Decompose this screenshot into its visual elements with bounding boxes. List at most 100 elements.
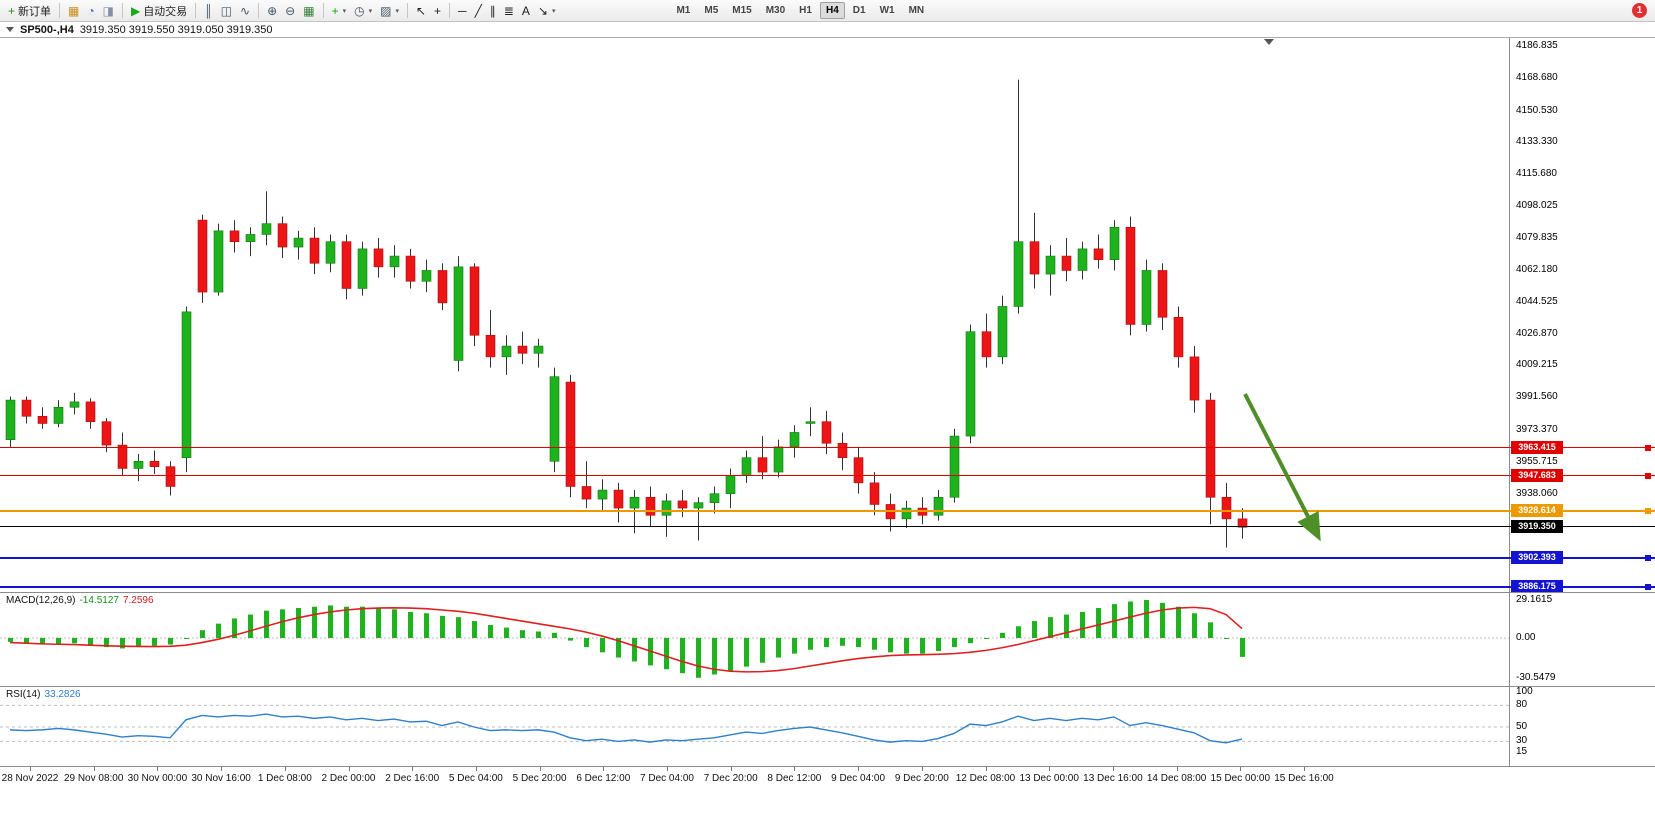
resistance-line-1[interactable] [0,447,1655,448]
time-axis-tick [603,767,605,771]
time-axis-tick [730,767,732,771]
price-axis-tick: 4026.870 [1516,327,1558,339]
time-axis-label: 8 Dec 12:00 [767,773,822,784]
price-axis-tick: 3991.560 [1516,391,1558,403]
text-icon: A [521,3,530,18]
timeframe-mn-button[interactable]: MN [908,5,925,16]
time-axis-tick [412,767,414,771]
rsi-axis-tick: 50 [1516,721,1528,732]
price-axis-tick: 4044.525 [1516,295,1558,307]
crosshair-button[interactable]: + [430,2,445,20]
channel-button[interactable]: ∥ [486,2,500,20]
indicators-button[interactable]: + ▾ [328,2,351,20]
support-line-blue-2[interactable] [0,586,1655,588]
price-axis[interactable]: 4186.835 4168.680 4150.530 4133.330 4115.680… [1509,38,1655,592]
timeframe-m15-button[interactable]: M15 [732,5,752,16]
rsi-panel[interactable]: 100 80 50 30 15 RSI(14) 33.2826 [0,686,1655,766]
time-axis-label: 15 Dec 16:00 [1274,773,1334,784]
time-axis-label: 7 Dec 20:00 [703,773,758,784]
macd-panel[interactable]: 29.1615 0.00 -30.5479 MACD(12,26,9) -14.512… [0,592,1655,686]
timeframe-w1-button[interactable]: W1 [879,5,895,16]
price-axis-tick: 3938.060 [1516,487,1558,499]
fibonacci-button[interactable]: ≣ [500,2,518,20]
time-axis-tick [348,767,350,771]
timeframe-m30-button[interactable]: M30 [765,5,786,16]
new-order-button[interactable]: + 新订单 [4,2,55,20]
toolbar: + 新订单 ▦ ◔ ◨ ▶ 自动交易 ║ ◫ ∿ ⊕ ⊖ ▦ + ▾ ◷ ▾ ▨ ▾ ↖ + ─ ╱ ∥ ≣ A ↘ ▾ M1 M5 M1… [0,0,1655,22]
terminal-button[interactable]: ◨ [99,2,118,20]
candlestick-chart-area[interactable]: 4186.835 4168.680 4150.530 4133.330 4115.680… [0,37,1655,592]
resistance-line-2-handle[interactable] [1645,473,1651,479]
line-chart-button[interactable]: ∿ [236,2,254,20]
rsi-axis-tick: 80 [1516,699,1528,711]
arrow-objects-icon: ↘ [537,3,548,18]
navigator-button[interactable]: ◔ [83,2,98,20]
timeframe-h1-button[interactable]: H1 [799,5,812,16]
periods-button[interactable]: ◷ ▾ [350,2,376,20]
chart-shift-marker[interactable] [1264,39,1274,45]
time-axis-tick [1240,767,1242,771]
support-line-blue-1-handle[interactable] [1645,555,1651,561]
new-order-button-label: 新订单 [18,5,52,18]
candlestick-chart-button[interactable]: ◫ [217,2,236,20]
arrow-objects-button[interactable]: ↘ ▾ [534,2,560,20]
trendline-button[interactable]: ╱ [471,2,486,20]
notifications-badge[interactable]: 1 [1632,3,1647,18]
time-axis-label: 12 Dec 08:00 [955,773,1016,784]
rsi-name: RSI(14) [6,689,41,700]
timeframe-m5-button[interactable]: M5 [704,5,719,16]
rsi-axis-tick: 30 [1516,735,1528,747]
candlestick-chart-icon: ◫ [220,3,233,18]
price-axis-tick: 4062.180 [1516,264,1558,276]
price-axis-tick: 4098.025 [1516,199,1558,211]
tile-windows-button[interactable]: ▦ [299,2,318,20]
macd-axis[interactable]: 29.1615 0.00 -30.5479 [1509,593,1655,686]
horizontal-line-icon: ─ [458,3,467,18]
price-axis-tick: 3973.370 [1516,424,1558,435]
current-price-line [0,526,1655,527]
support-line-blue-2-handle[interactable] [1645,584,1651,590]
zoom-out-button[interactable]: ⊖ [281,2,299,20]
macd-axis-tick: 0.00 [1516,632,1536,643]
autotrading-button[interactable]: ▶ 自动交易 [127,2,191,20]
time-axis-label: 28 Nov 2022 [1,773,59,784]
rsi-label: RSI(14) 33.2826 [6,689,81,700]
rsi-plot [0,704,1509,744]
resistance-line-1-handle[interactable] [1645,445,1651,451]
templates-button[interactable]: ▨ ▾ [376,2,403,20]
time-axis-label: 29 Nov 08:00 [63,773,124,784]
timeframe-m1-button[interactable]: M1 [676,5,691,16]
support-line-orange-handle[interactable] [1645,508,1651,514]
horizontal-line-button[interactable]: ─ [454,2,471,20]
macd-axis-tick: 29.1615 [1516,594,1553,605]
trendline-icon: ╱ [474,3,482,18]
time-axis-label: 2 Dec 00:00 [321,773,376,784]
time-axis-tick [921,767,923,771]
candlestick-plot [5,79,1248,548]
support-line-orange-price-tag: 3928.614 [1511,504,1563,517]
resistance-line-2[interactable] [0,475,1655,476]
text-button[interactable]: A [518,2,534,20]
fibonacci-icon: ≣ [503,3,514,18]
bar-chart-button[interactable]: ║ [200,2,217,20]
timeframe-h4-button[interactable]: H4 [819,2,845,19]
time-axis-label: 30 Nov 16:00 [191,773,251,784]
support-line-blue-1[interactable] [0,557,1655,559]
time-axis[interactable]: 28 Nov 2022 29 Nov 08:00 30 Nov 00:00 30 No… [0,766,1655,790]
time-axis-label: 6 Dec 12:00 [576,773,631,784]
toolbar-separator [195,3,197,18]
timeframe-d1-button[interactable]: D1 [852,5,866,16]
one-click-trading-toggle[interactable] [6,27,14,32]
terminal-icon: ◨ [102,3,114,18]
zoom-in-icon: ⊕ [267,3,278,18]
support-line-orange[interactable] [0,510,1655,512]
cursor-button[interactable]: ↖ [412,2,430,20]
time-axis-tick [858,767,860,771]
market-watch-icon: ▦ [68,3,80,18]
time-axis-label: 14 Dec 08:00 [1146,773,1207,784]
caret-down-icon: ▾ [551,7,556,15]
market-watch-button[interactable]: ▦ [64,2,83,20]
price-axis-tick: 4150.530 [1516,105,1558,117]
rsi-axis[interactable]: 100 80 50 30 15 [1509,687,1655,766]
zoom-in-button[interactable]: ⊕ [263,2,281,20]
